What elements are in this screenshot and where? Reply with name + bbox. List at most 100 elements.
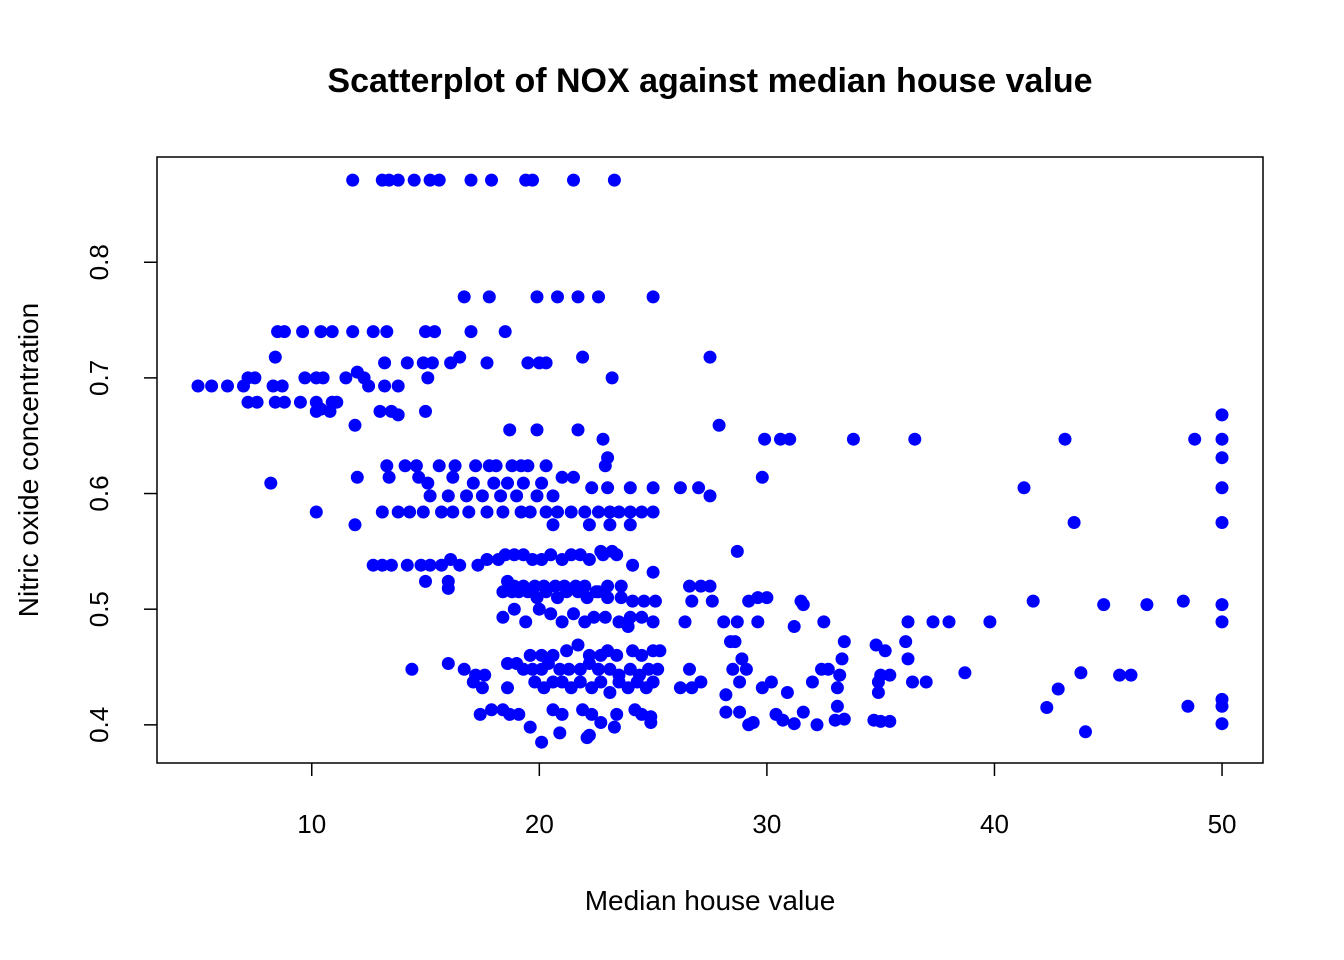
data-point xyxy=(277,325,291,339)
data-point xyxy=(457,662,471,676)
data-point xyxy=(539,459,553,473)
y-axis-label: Nitric oxide concentration xyxy=(13,303,44,617)
data-point xyxy=(464,325,478,339)
data-point xyxy=(391,379,405,393)
data-point xyxy=(614,579,628,593)
data-point xyxy=(755,470,769,484)
y-tick-label: 0.8 xyxy=(84,244,114,280)
data-point xyxy=(462,505,476,519)
data-point xyxy=(1097,598,1111,612)
data-point xyxy=(250,395,264,409)
data-point xyxy=(751,615,765,629)
data-point xyxy=(908,432,922,446)
data-point xyxy=(1040,701,1054,714)
data-point xyxy=(837,712,851,726)
data-point xyxy=(248,371,262,385)
data-point xyxy=(651,662,665,676)
data-point xyxy=(1113,668,1127,682)
data-point xyxy=(730,615,744,629)
data-point xyxy=(592,505,605,519)
data-point xyxy=(378,379,392,393)
data-point xyxy=(501,681,514,695)
data-point xyxy=(776,713,790,727)
data-point xyxy=(544,548,558,562)
data-point xyxy=(421,371,435,385)
data-point xyxy=(564,548,578,562)
data-point xyxy=(653,644,667,658)
data-point xyxy=(546,489,560,503)
data-point xyxy=(498,325,512,339)
data-point xyxy=(432,173,446,187)
data-point xyxy=(592,662,605,676)
data-point xyxy=(532,602,546,616)
data-point xyxy=(544,607,558,621)
data-point xyxy=(268,350,282,364)
data-point xyxy=(380,459,394,473)
data-point xyxy=(582,518,596,532)
data-point xyxy=(805,675,819,689)
data-point xyxy=(906,675,919,689)
data-point xyxy=(603,505,617,519)
data-point xyxy=(205,379,219,393)
data-point xyxy=(601,591,615,605)
data-point xyxy=(571,290,585,304)
data-point xyxy=(571,423,585,437)
data-point xyxy=(391,408,405,422)
data-point xyxy=(635,505,649,519)
data-point xyxy=(560,644,574,658)
data-point xyxy=(485,703,498,717)
x-tick-label: 20 xyxy=(525,809,554,839)
data-point xyxy=(366,325,380,339)
data-point xyxy=(646,565,660,579)
data-point xyxy=(1051,682,1065,696)
data-point xyxy=(277,395,291,409)
data-point xyxy=(585,707,599,721)
data-point xyxy=(535,735,549,749)
data-point xyxy=(423,558,437,572)
data-point xyxy=(241,395,255,409)
y-tick-label: 0.5 xyxy=(84,591,114,627)
data-point xyxy=(796,705,810,719)
data-point xyxy=(673,681,687,695)
data-point xyxy=(419,404,432,418)
data-point xyxy=(475,681,489,695)
data-point xyxy=(448,459,462,473)
data-point xyxy=(523,720,537,734)
data-point xyxy=(428,325,442,339)
data-point xyxy=(596,548,610,562)
data-point xyxy=(382,470,396,484)
data-point xyxy=(530,423,544,437)
data-point xyxy=(391,505,405,519)
data-point xyxy=(692,481,706,495)
data-point xyxy=(594,716,608,729)
data-point xyxy=(746,716,760,729)
data-point xyxy=(539,356,553,370)
data-point xyxy=(519,615,533,629)
data-point xyxy=(526,553,539,566)
data-point xyxy=(621,620,635,633)
data-point xyxy=(592,290,605,304)
data-point xyxy=(598,459,612,473)
data-point xyxy=(983,615,997,629)
data-point xyxy=(751,591,765,605)
data-point xyxy=(546,675,560,689)
data-point xyxy=(603,518,617,532)
data-point xyxy=(596,432,610,446)
data-point xyxy=(705,594,719,608)
data-point xyxy=(735,652,749,666)
data-point xyxy=(346,173,360,187)
data-point xyxy=(553,662,567,676)
data-point xyxy=(648,594,662,608)
data-point xyxy=(626,594,640,608)
data-point xyxy=(414,558,428,572)
data-point xyxy=(726,662,740,676)
data-point xyxy=(582,553,596,566)
data-point xyxy=(846,432,860,446)
data-point xyxy=(293,395,307,409)
data-point xyxy=(1079,725,1092,739)
data-point xyxy=(739,662,753,676)
x-axis: 10 20 30 40 50 xyxy=(297,763,1236,839)
data-point xyxy=(730,544,744,558)
data-point xyxy=(1140,598,1154,612)
